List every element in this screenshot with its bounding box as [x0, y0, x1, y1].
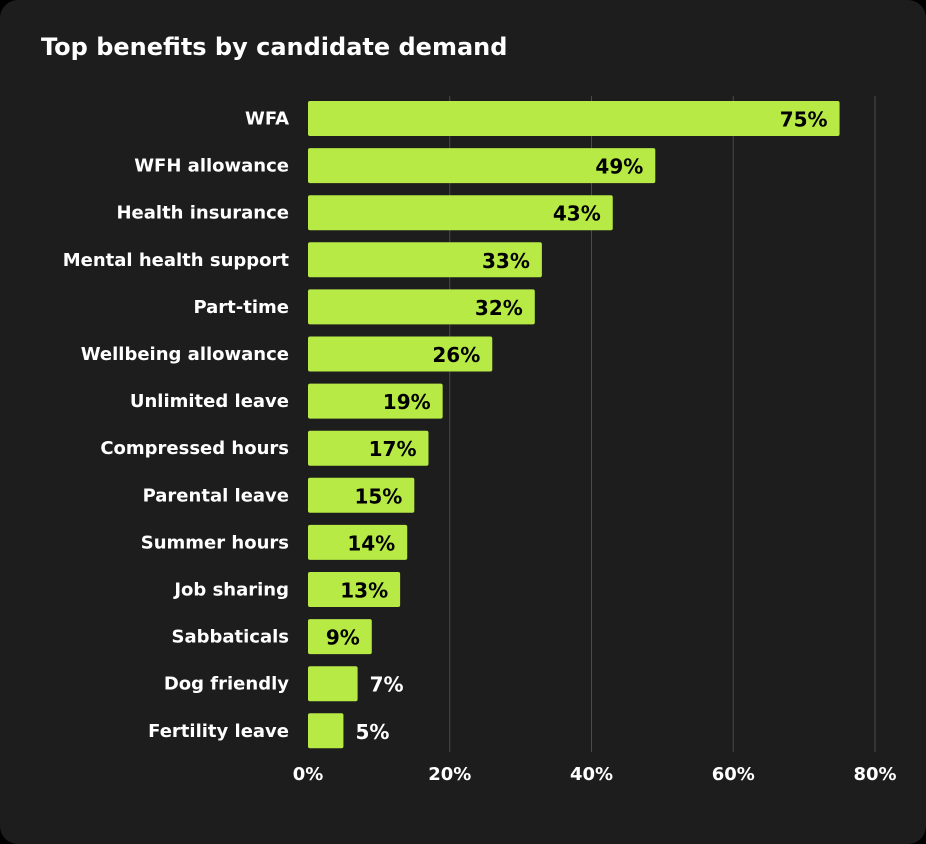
- bar: [308, 524, 408, 560]
- category-label: Parental leave: [143, 485, 289, 506]
- chart-title: Top benefits by candidate demand: [41, 33, 508, 61]
- value-label: 32%: [475, 296, 523, 320]
- grid-lines: [449, 96, 876, 752]
- value-label: 15%: [354, 484, 402, 508]
- bar: [308, 713, 344, 749]
- value-label: 17%: [369, 437, 417, 461]
- bar: [308, 101, 840, 136]
- category-label: Dog friendly: [164, 674, 289, 695]
- category-label: Compressed hours: [100, 438, 289, 459]
- value-label: 9%: [326, 626, 360, 650]
- value-label: 43%: [553, 202, 601, 226]
- category-label: Summer hours: [141, 532, 289, 553]
- bar: [308, 148, 656, 184]
- value-labels: 75% 49% 43% 33% 32% 26%19% 17% 15% 14% 13% 9% 7% 5%: [326, 108, 828, 744]
- bar: [308, 195, 613, 231]
- x-tick-label: 60%: [712, 764, 755, 785]
- value-label: 75%: [780, 108, 828, 132]
- category-label: Job sharing: [172, 580, 289, 601]
- x-tick-label: 0%: [293, 764, 324, 785]
- value-label: 14%: [347, 531, 395, 555]
- bars: [308, 101, 840, 749]
- value-label: 26%: [432, 343, 480, 367]
- bar: [308, 572, 401, 607]
- value-label: 33%: [482, 249, 530, 273]
- category-label: Fertility leave: [148, 721, 289, 742]
- category-label: WFA: [245, 109, 289, 130]
- x-tick-labels: 0% 20% 40% 60% 80%: [293, 764, 897, 785]
- category-label: Part-time: [193, 297, 289, 318]
- category-label: Wellbeing allowance: [81, 344, 289, 365]
- value-label: 7%: [370, 673, 404, 697]
- x-tick-label: 20%: [428, 764, 471, 785]
- category-label: Sabbaticals: [171, 627, 289, 648]
- value-label: 19%: [383, 390, 431, 414]
- value-label: 49%: [595, 155, 643, 179]
- bar: [308, 619, 372, 655]
- x-tick-label: 40%: [570, 764, 613, 785]
- category-label: Mental health support: [63, 250, 290, 271]
- x-tick-label: 80%: [853, 764, 896, 785]
- value-label: 13%: [340, 579, 388, 603]
- bar: [308, 666, 358, 702]
- category-label: Unlimited leave: [130, 391, 289, 412]
- category-label: Health insurance: [116, 203, 289, 224]
- category-labels: WFA WFH allowance Health insurance Mental h…: [63, 109, 290, 742]
- bar: [308, 242, 542, 278]
- bar: [308, 477, 415, 513]
- category-label: WFH allowance: [134, 156, 289, 177]
- bar: [308, 383, 443, 419]
- bar: [308, 430, 429, 466]
- value-label: 5%: [355, 720, 389, 744]
- bar: [308, 336, 493, 372]
- bar: [308, 289, 535, 325]
